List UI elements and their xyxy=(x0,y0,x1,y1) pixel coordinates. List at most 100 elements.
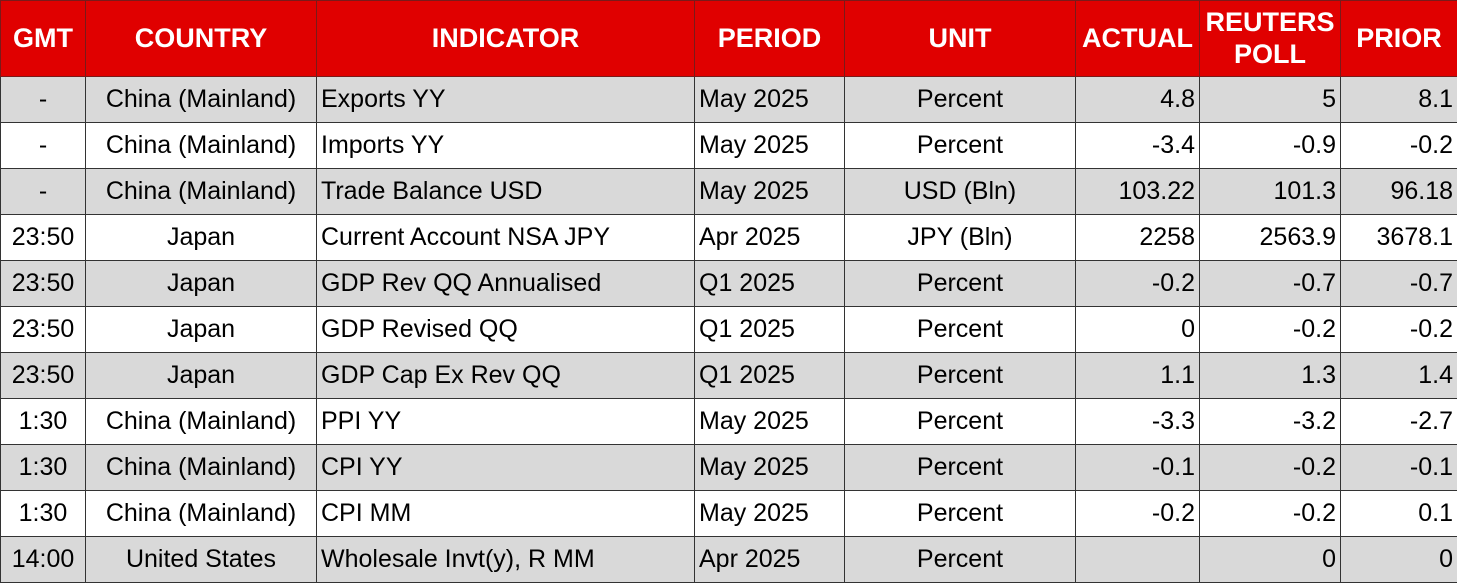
cell-actual: 103.22 xyxy=(1075,168,1200,215)
cell-indicator: CPI MM xyxy=(316,490,695,537)
cell-reuters-poll: -0.7 xyxy=(1199,260,1341,307)
header-prior: PRIOR xyxy=(1340,0,1457,77)
cell-unit: Percent xyxy=(844,398,1076,445)
cell-gmt: - xyxy=(0,122,86,169)
cell-country: China (Mainland) xyxy=(85,444,317,491)
cell-unit: JPY (Bln) xyxy=(844,214,1076,261)
table-row: 1:30 China (Mainland) PPI YY May 2025 Percen… xyxy=(0,398,1457,445)
cell-indicator: Exports YY xyxy=(316,76,695,123)
cell-unit: Percent xyxy=(844,306,1076,353)
table-row: - China (Mainland) Imports YY May 2025 Perce… xyxy=(0,122,1457,169)
table-row: 1:30 China (Mainland) CPI YY May 2025 Percen… xyxy=(0,444,1457,491)
cell-prior: -2.7 xyxy=(1340,398,1457,445)
cell-prior: -0.2 xyxy=(1340,306,1457,353)
cell-country: China (Mainland) xyxy=(85,122,317,169)
cell-gmt: 1:30 xyxy=(0,444,86,491)
cell-gmt: 14:00 xyxy=(0,536,86,583)
table-row: - China (Mainland) Exports YY May 2025 Perce… xyxy=(0,76,1457,123)
cell-prior: -0.1 xyxy=(1340,444,1457,491)
cell-prior: 0 xyxy=(1340,536,1457,583)
cell-gmt: 1:30 xyxy=(0,490,86,537)
cell-reuters-poll: -0.9 xyxy=(1199,122,1341,169)
cell-period: Q1 2025 xyxy=(694,260,845,307)
table-row: 23:50 Japan GDP Revised QQ Q1 2025 Percent 0-… xyxy=(0,306,1457,353)
cell-indicator: Imports YY xyxy=(316,122,695,169)
table-row: - China (Mainland) Trade Balance USD May 20… xyxy=(0,168,1457,215)
cell-reuters-poll: 1.3 xyxy=(1199,352,1341,399)
cell-country: China (Mainland) xyxy=(85,76,317,123)
cell-period: Apr 2025 xyxy=(694,536,845,583)
cell-indicator: PPI YY xyxy=(316,398,695,445)
table-body: - China (Mainland) Exports YY May 2025 Perce… xyxy=(0,76,1457,583)
cell-actual: 2258 xyxy=(1075,214,1200,261)
cell-reuters-poll: -3.2 xyxy=(1199,398,1341,445)
table-row: 1:30 China (Mainland) CPI MM May 2025 Percen… xyxy=(0,490,1457,537)
cell-actual: 0 xyxy=(1075,306,1200,353)
table-row: 23:50 Japan GDP Rev QQ Annualised Q1 2025 Pe… xyxy=(0,260,1457,307)
cell-country: Japan xyxy=(85,306,317,353)
cell-gmt: 23:50 xyxy=(0,352,86,399)
cell-indicator: Current Account NSA JPY xyxy=(316,214,695,261)
cell-reuters-poll: 2563.9 xyxy=(1199,214,1341,261)
cell-indicator: GDP Revised QQ xyxy=(316,306,695,353)
cell-actual: -3.3 xyxy=(1075,398,1200,445)
cell-unit: Percent xyxy=(844,260,1076,307)
table-row: 23:50 Japan GDP Cap Ex Rev QQ Q1 2025 Percen… xyxy=(0,352,1457,399)
table-row: 14:00 United States Wholesale Invt(y), R M… xyxy=(0,536,1457,583)
cell-prior: 96.18 xyxy=(1340,168,1457,215)
cell-country: Japan xyxy=(85,260,317,307)
cell-unit: Percent xyxy=(844,536,1076,583)
cell-reuters-poll: 5 xyxy=(1199,76,1341,123)
cell-period: May 2025 xyxy=(694,444,845,491)
cell-prior: -0.7 xyxy=(1340,260,1457,307)
cell-reuters-poll: 101.3 xyxy=(1199,168,1341,215)
cell-unit: USD (Bln) xyxy=(844,168,1076,215)
cell-gmt: 1:30 xyxy=(0,398,86,445)
cell-actual: 4.8 xyxy=(1075,76,1200,123)
cell-prior: 8.1 xyxy=(1340,76,1457,123)
cell-indicator: GDP Cap Ex Rev QQ xyxy=(316,352,695,399)
cell-period: May 2025 xyxy=(694,398,845,445)
cell-period: Apr 2025 xyxy=(694,214,845,261)
cell-period: May 2025 xyxy=(694,76,845,123)
cell-prior: 0.1 xyxy=(1340,490,1457,537)
cell-gmt: - xyxy=(0,76,86,123)
cell-unit: Percent xyxy=(844,444,1076,491)
cell-prior: -0.2 xyxy=(1340,122,1457,169)
cell-gmt: 23:50 xyxy=(0,306,86,353)
cell-period: Q1 2025 xyxy=(694,306,845,353)
cell-period: Q1 2025 xyxy=(694,352,845,399)
cell-country: Japan xyxy=(85,214,317,261)
cell-gmt: 23:50 xyxy=(0,260,86,307)
table-row: 23:50 Japan Current Account NSA JPY Apr 202… xyxy=(0,214,1457,261)
cell-actual: -0.1 xyxy=(1075,444,1200,491)
header-actual: ACTUAL xyxy=(1075,0,1200,77)
header-unit: UNIT xyxy=(844,0,1076,77)
cell-actual: -3.4 xyxy=(1075,122,1200,169)
cell-reuters-poll: -0.2 xyxy=(1199,444,1341,491)
header-reuters-poll: REUTERS POLL xyxy=(1199,0,1341,77)
cell-gmt: 23:50 xyxy=(0,214,86,261)
cell-reuters-poll: -0.2 xyxy=(1199,306,1341,353)
cell-country: United States xyxy=(85,536,317,583)
cell-unit: Percent xyxy=(844,122,1076,169)
cell-actual xyxy=(1075,536,1200,583)
cell-prior: 1.4 xyxy=(1340,352,1457,399)
header-row: GMT COUNTRY INDICATOR PERIOD UNIT ACTUAL… xyxy=(0,0,1457,77)
cell-country: China (Mainland) xyxy=(85,168,317,215)
cell-indicator: CPI YY xyxy=(316,444,695,491)
cell-unit: Percent xyxy=(844,76,1076,123)
cell-country: Japan xyxy=(85,352,317,399)
cell-actual: -0.2 xyxy=(1075,260,1200,307)
cell-indicator: GDP Rev QQ Annualised xyxy=(316,260,695,307)
cell-unit: Percent xyxy=(844,352,1076,399)
header-country: COUNTRY xyxy=(85,0,317,77)
cell-prior: 3678.1 xyxy=(1340,214,1457,261)
cell-unit: Percent xyxy=(844,490,1076,537)
cell-country: China (Mainland) xyxy=(85,398,317,445)
cell-country: China (Mainland) xyxy=(85,490,317,537)
cell-reuters-poll: 0 xyxy=(1199,536,1341,583)
header-period: PERIOD xyxy=(694,0,845,77)
cell-indicator: Trade Balance USD xyxy=(316,168,695,215)
header-indicator: INDICATOR xyxy=(316,0,695,77)
